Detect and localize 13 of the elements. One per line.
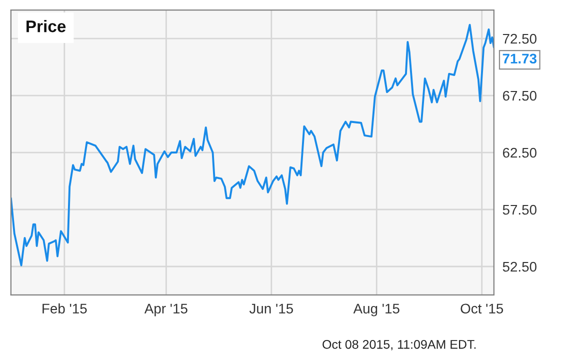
x-tick-label: Aug '15 [353,304,400,316]
y-tick-label: 52.50 [502,262,536,272]
annotation: 71.73 [502,54,537,64]
text: Oct 08 2015, 11:09AM EDT. [322,340,476,350]
x-tick-label: Feb '15 [42,303,87,314]
y-tick-label: 62.50 [502,148,536,158]
y-tick-label: 72.50 [502,34,536,44]
x-tick-label: Apr '15 [144,304,188,316]
x-tick-label: Oct '15 [460,304,504,314]
chart-title: Price [26,20,66,32]
x-tick-label: Jun '15 [249,304,293,314]
y-tick-label: 57.50 [502,204,536,215]
y-tick-label: 67.50 [502,90,536,101]
